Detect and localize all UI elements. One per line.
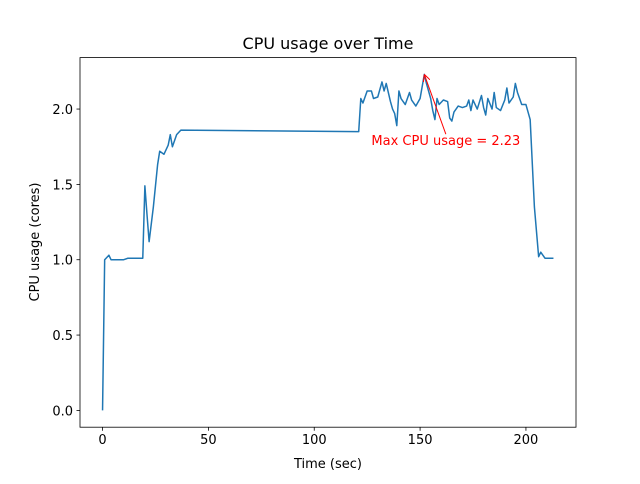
- y-tick-label: 0.5: [52, 329, 73, 344]
- x-axis-label: Time (sec): [293, 457, 362, 472]
- x-tick-label: 150: [408, 433, 433, 448]
- annotation-arrow: [424, 74, 447, 135]
- chart-title: CPU usage over Time: [243, 34, 414, 53]
- x-tick-label: 200: [514, 433, 539, 448]
- x-tick-label: 0: [98, 433, 106, 448]
- y-axis-label: CPU usage (cores): [28, 183, 43, 302]
- annotation-text: Max CPU usage = 2.23: [371, 134, 520, 149]
- y-tick-label: 0.0: [52, 404, 73, 419]
- y-tick-label: 1.5: [52, 178, 73, 193]
- y-tick-label: 1.0: [52, 254, 73, 269]
- x-tick-label: 50: [200, 433, 217, 448]
- line: [101, 73, 554, 411]
- y-tick-label: 2.0: [52, 103, 73, 118]
- x-tick-label: 100: [302, 433, 327, 448]
- plot-frame: [79, 57, 577, 428]
